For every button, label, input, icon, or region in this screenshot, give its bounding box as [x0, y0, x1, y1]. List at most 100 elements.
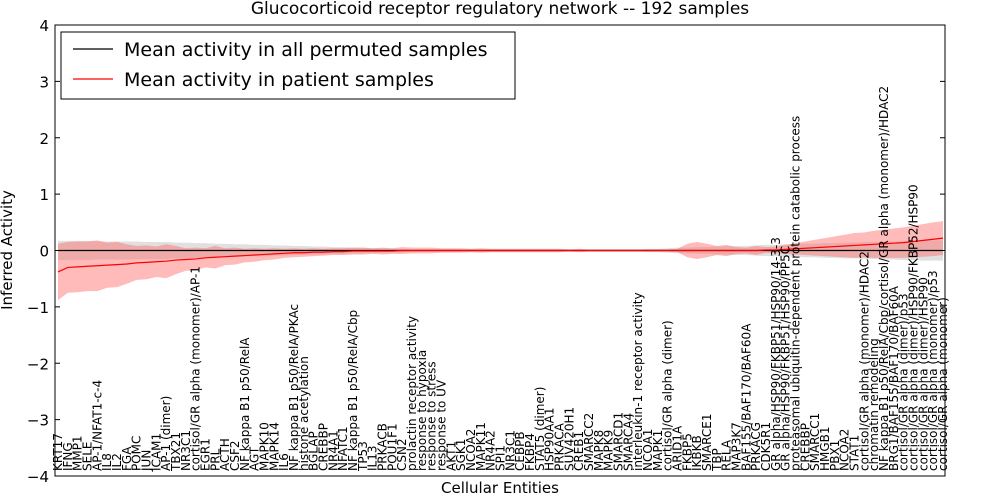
x-tick-label: SMARCC2 [582, 413, 596, 471]
x-tick-label: PRKACB [376, 423, 390, 471]
x-tick-label: MAPK14 [267, 422, 281, 471]
x-tick-label: CSN2 [395, 438, 409, 471]
x-tick-label: SPI1 [494, 445, 508, 471]
y-tick-label: 0 [39, 243, 49, 261]
x-tick-label: response to stress [425, 361, 439, 471]
y-tick-label: 3 [39, 73, 49, 91]
x-tick-label: STAT1 [848, 435, 862, 471]
x-tick-label: cortisol/GR alpha (monomer)/HDAC2 [857, 251, 871, 471]
y-tick-label: 1 [39, 186, 49, 204]
x-tick-label: PRKACG [749, 422, 763, 471]
x-tick-label: histone acetylation [297, 356, 311, 471]
x-tick-label: ACTH [218, 438, 232, 471]
y-tick-label: 4 [39, 17, 49, 35]
x-tick-label: MAPK9 [602, 430, 616, 471]
x-tick-label: SMARCE1 [700, 413, 714, 471]
x-tick-label: chromatin remodeling [867, 338, 881, 471]
x-tick-label: AGT [248, 446, 262, 471]
x-tick-label: response to hypoxia [415, 350, 429, 471]
x-tick-label: MAPK10 [258, 422, 272, 471]
x-tick-label: IL2 [110, 453, 124, 471]
x-tick-label: MAP3K7 [730, 422, 744, 471]
x-tick-label: TP53 [356, 441, 370, 472]
x-tick-label: FKBP4 [523, 433, 537, 471]
x-tick-label: IL13 [366, 446, 380, 472]
x-tick-label: TBP [710, 448, 724, 472]
x-tick-label: BGLAP [307, 431, 321, 471]
x-tick-label: CREBBP [317, 423, 331, 471]
x-tick-label: ICAM1 [149, 433, 163, 471]
x-tick-label: EGR1 [199, 438, 213, 471]
x-tick-label: IL8 [100, 453, 114, 471]
x-tick-label: IFNG [61, 442, 75, 471]
x-tick-label: SMARCA4 [621, 413, 635, 471]
x-tick-label: POU1F1 [385, 423, 399, 471]
chart-title: Glucocorticoid receptor regulatory netwo… [251, 0, 749, 19]
x-tick-label: cortisol/GR alpha (dimer)/p53 [897, 293, 911, 471]
x-tick-label: prolactin receptor activity [405, 316, 419, 471]
x-tick-label: SMARCD1 [612, 412, 626, 471]
x-tick-label: NR4A2 [484, 430, 498, 471]
band-patient [58, 221, 943, 301]
x-tick-label: BRG1/BAF155/BAF170/BAF60A [887, 285, 901, 471]
x-tick-label: CSF2 [228, 440, 242, 471]
x-tick-label: PBX1 [828, 440, 842, 471]
y-axis: 4 3 2 1 0 −1 −2 −3 −4 [27, 17, 945, 486]
x-tick-label: CEBPB [513, 431, 527, 471]
x-tick-label: MAPK1 [651, 430, 665, 471]
x-tick-label: MAPK11 [474, 422, 488, 471]
x-tick-label: NR3C1 [179, 430, 193, 471]
legend-label-permuted: Mean activity in all permuted samples [124, 39, 487, 61]
x-tick-label: NCOA2 [464, 429, 478, 471]
x-tick-label: POMC [130, 436, 144, 471]
x-tick-label: HMGB1 [818, 426, 832, 471]
x-tick-label: CREBBP [798, 423, 812, 471]
x-tick-label: NCOA1 [641, 429, 655, 471]
x-tick-label: STAT5 (dimer) [533, 387, 547, 471]
y-axis-label: Inferred Activity [0, 190, 16, 310]
x-tick-label: NF kappa B1 p50/RelA/Cbp [346, 310, 360, 471]
x-tick-label: cortisol/GR alpha (dimer)/HSP90 [916, 277, 930, 471]
x-tick-label: MAPK8 [592, 430, 606, 471]
x-tick-label: AP-1/NFAT1-c-4 [90, 380, 104, 471]
x-tick-label: SGK1 [454, 439, 468, 471]
x-tick-label: cortisol/GR alpha (dimer) [661, 320, 675, 471]
x-tick-label: AKT1 [444, 441, 458, 471]
x-tick-label: CREB1 [572, 431, 586, 471]
x-tick-label: AP-1 (dimer) [159, 396, 173, 471]
x-tick-label: MMP1 [71, 435, 85, 471]
x-tick-label: BAF155/BAF170/BAF60A [739, 323, 753, 471]
x-tick-label: FGA [120, 446, 134, 471]
x-tick-label: ARID1A [671, 425, 685, 471]
x-tick-label: HSP90AA1 [543, 407, 557, 471]
x-tick-label: NF kappa B1 p50/RelA [238, 337, 252, 471]
x-tick-label: PRL [208, 448, 222, 471]
x-tick-label: IKBKB [690, 435, 704, 471]
legend: Mean activity in all permuted samples Me… [60, 31, 516, 100]
x-tick-labels: KRT17IFNGMMP1SELEAP-1/NFAT1-c-4IL8IL2FGA… [51, 86, 950, 472]
x-tick-label: JUN [140, 450, 154, 472]
x-tick-label: NFATC1 [336, 426, 350, 471]
line-patient [57, 237, 944, 273]
x-tick-label: cortisol/GR alpha (monomer) [936, 297, 950, 471]
x-tick-label: SELE [81, 442, 95, 471]
x-tick-label: NCOA2 [838, 429, 852, 471]
x-tick-label: NR3C1 [503, 430, 517, 471]
x-tick-label: NF kappa B1 p50/RelA/PKAc [287, 304, 301, 471]
x-tick-label: SUV420H1 [562, 407, 576, 471]
x-tick-label: GR alpha/HSP90/FKBP51/HSP90/PP5C [779, 246, 793, 471]
x-tick-label: cortisol/GR alpha (dimer)/HSP90/FKBP52/H… [907, 184, 921, 471]
x-axis-label: Cellular Entities [441, 479, 559, 497]
x-tick-label: NF kappa B1 p50/RelA/Cbp/cortisol/GR alp… [877, 86, 891, 471]
x-tick-label: SMARCC1 [808, 413, 822, 471]
x-tick-label: FKBP5 [680, 433, 694, 471]
y-tick-label: −1 [27, 299, 49, 317]
x-tick-label: NR4A1 [326, 430, 340, 471]
x-tick-label: PRKACA [553, 422, 567, 471]
plot-area [57, 221, 944, 301]
y-tick-label: 2 [39, 130, 49, 148]
x-tick-label: interleukin-1 receptor activity [631, 292, 645, 471]
x-tick-label: cortisol/GR alpha (monomer)/p53 [926, 270, 940, 471]
legend-box [60, 31, 516, 100]
